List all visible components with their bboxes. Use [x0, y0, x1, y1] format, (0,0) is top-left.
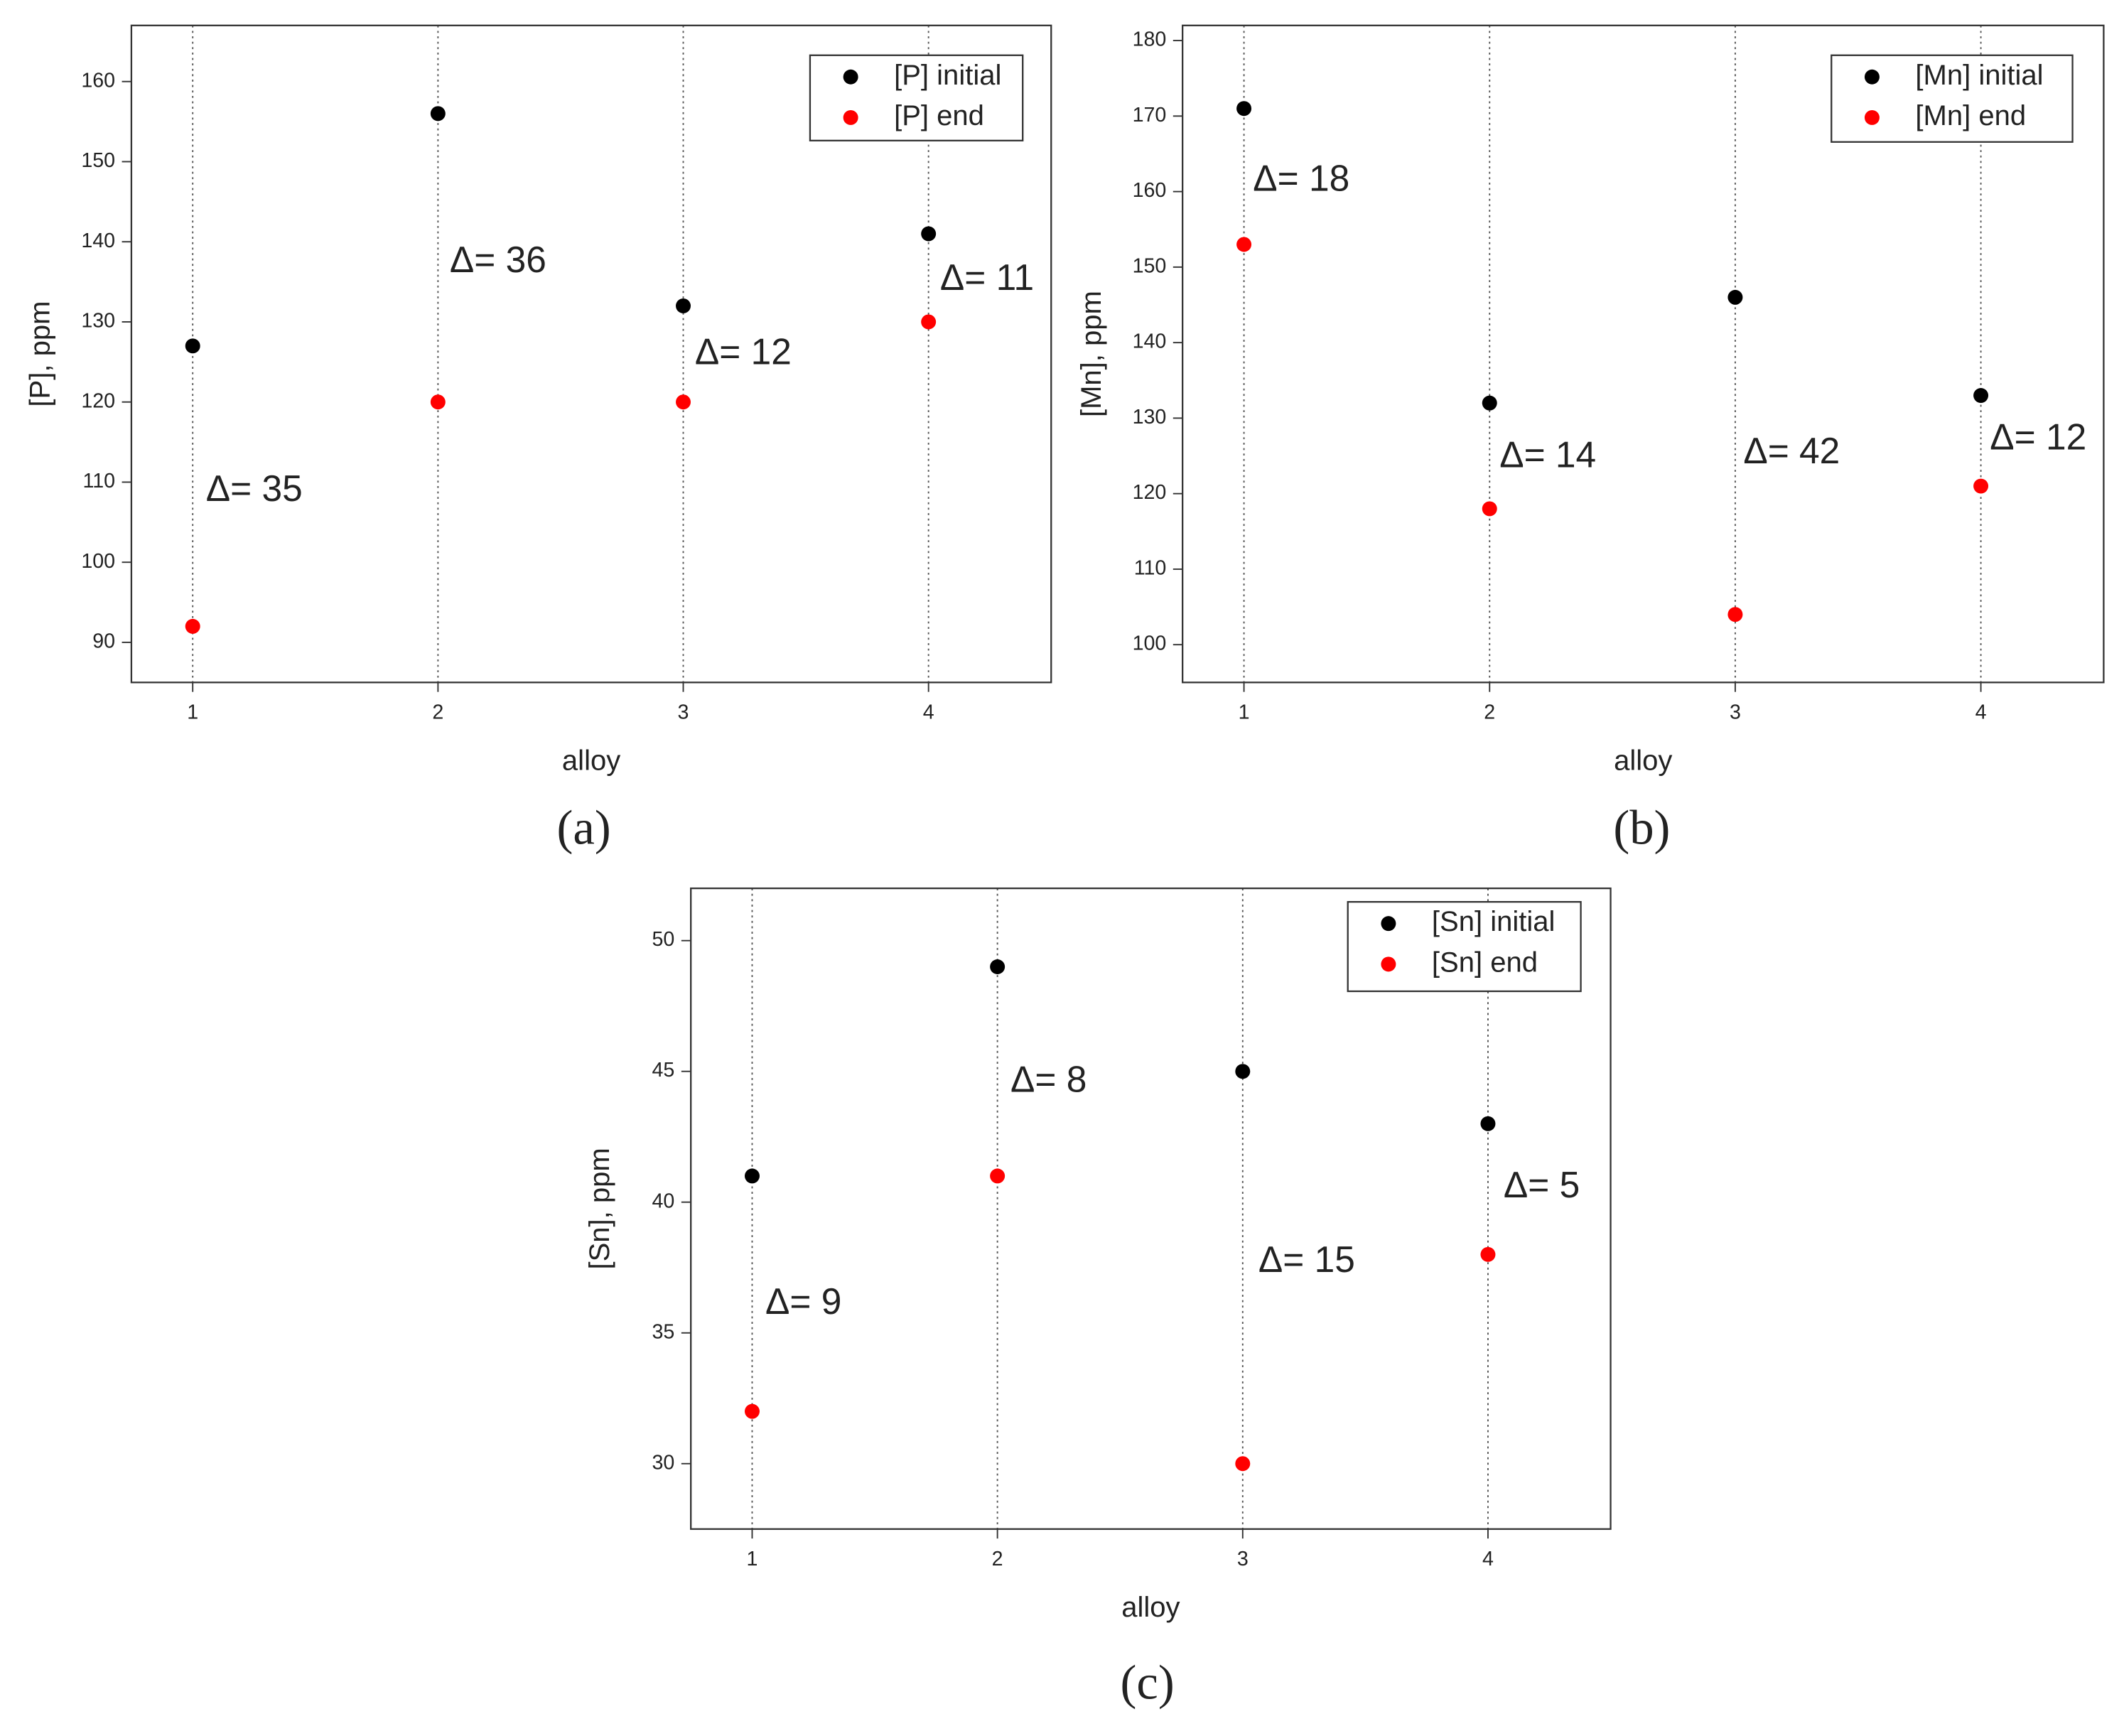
y-tick-label: 150: [81, 149, 115, 172]
point: [430, 394, 446, 410]
y-tick-label: 140: [1133, 330, 1167, 353]
point: [1727, 607, 1743, 622]
legend-marker: [1381, 916, 1396, 932]
y-tick-label: 130: [81, 310, 115, 333]
x-tick-label: 1: [1239, 701, 1250, 724]
legend-marker: [1864, 109, 1880, 125]
annotation: Δ= 12: [1990, 416, 2086, 458]
y-tick-label: 100: [1133, 632, 1167, 655]
x-tick-label: 4: [923, 701, 934, 724]
y-tick-label: 30: [652, 1451, 675, 1474]
y-tick-label: 160: [1133, 179, 1167, 202]
y-tick-label: 40: [652, 1190, 675, 1212]
x-axis-label: alloy: [1121, 1592, 1180, 1623]
x-tick-label: 3: [1730, 701, 1741, 724]
point: [430, 106, 446, 122]
point: [1480, 1246, 1496, 1262]
annotation: Δ= 42: [1743, 430, 1840, 471]
annotation: Δ= 36: [450, 239, 546, 280]
y-axis-label: [Mn], ppm: [1076, 291, 1107, 417]
legend-marker: [1381, 956, 1396, 972]
caption: (b): [1613, 801, 1670, 855]
point: [1236, 237, 1252, 252]
y-tick-label: 35: [652, 1320, 675, 1343]
x-tick-label: 4: [1975, 701, 1987, 724]
point: [921, 226, 937, 242]
legend-label: [P] initial: [894, 60, 1001, 91]
legend-box: [809, 54, 1024, 141]
plot-frame: [690, 887, 1612, 1530]
y-tick-label: 130: [1133, 406, 1167, 428]
y-tick-label: 140: [81, 230, 115, 252]
y-tick-label: 120: [81, 389, 115, 412]
point: [744, 1168, 760, 1184]
annotation: Δ= 14: [1499, 434, 1596, 475]
x-tick-label: 2: [1484, 701, 1495, 724]
plot-frame: [1182, 24, 2105, 684]
point: [1480, 1116, 1496, 1131]
point: [921, 314, 937, 330]
point: [1727, 289, 1743, 305]
point: [676, 298, 691, 313]
point: [185, 338, 200, 354]
y-tick-label: 180: [1133, 28, 1167, 51]
y-tick-label: 50: [652, 928, 675, 951]
y-tick-label: 100: [81, 550, 115, 573]
annotation: Δ= 35: [206, 468, 303, 509]
point: [744, 1403, 760, 1419]
annotation: Δ= 5: [1504, 1164, 1580, 1205]
point: [990, 959, 1006, 974]
y-tick-label: 160: [81, 69, 115, 92]
legend-label: [Mn] initial: [1915, 60, 2043, 91]
legend-label: [P] end: [894, 100, 984, 131]
x-tick-label: 1: [747, 1548, 758, 1570]
point: [1482, 501, 1497, 517]
legend-marker: [843, 109, 858, 125]
point: [1973, 388, 1989, 404]
legend-label: [Mn] end: [1915, 100, 2026, 131]
point: [1973, 478, 1989, 494]
caption: (a): [557, 801, 611, 855]
annotation: Δ= 11: [940, 257, 1034, 298]
point: [1235, 1456, 1251, 1472]
point: [1235, 1064, 1251, 1079]
x-axis-label: alloy: [1614, 745, 1672, 776]
x-tick-label: 2: [432, 701, 443, 724]
point: [185, 618, 200, 634]
y-axis-label: [Sn], ppm: [584, 1148, 615, 1269]
annotation: Δ= 15: [1258, 1239, 1355, 1280]
point: [676, 394, 691, 410]
x-axis-label: alloy: [562, 745, 620, 776]
point: [1236, 101, 1252, 117]
y-tick-label: 120: [1133, 481, 1167, 504]
legend-marker: [1864, 69, 1880, 85]
legend-label: [Sn] end: [1432, 947, 1538, 978]
annotation: Δ= 18: [1253, 158, 1349, 199]
y-tick-label: 90: [92, 630, 115, 653]
plot-frame: [130, 24, 1052, 684]
x-tick-label: 3: [678, 701, 689, 724]
y-tick-label: 45: [652, 1059, 675, 1082]
x-tick-label: 1: [187, 701, 198, 724]
point: [990, 1168, 1006, 1184]
legend-label: [Sn] initial: [1432, 906, 1556, 937]
annotation: Δ= 12: [695, 331, 792, 372]
x-tick-label: 4: [1482, 1548, 1494, 1570]
y-tick-label: 150: [1133, 254, 1167, 277]
point: [1482, 395, 1497, 411]
annotation: Δ= 9: [765, 1281, 841, 1322]
y-tick-label: 170: [1133, 104, 1167, 126]
caption: (c): [1121, 1656, 1175, 1710]
y-tick-label: 110: [1134, 556, 1167, 579]
y-axis-label: [P], ppm: [25, 301, 56, 407]
legend-marker: [843, 69, 858, 85]
y-tick-label: 110: [82, 470, 115, 492]
x-tick-label: 3: [1237, 1548, 1249, 1570]
annotation: Δ= 8: [1010, 1058, 1087, 1099]
x-tick-label: 2: [992, 1548, 1003, 1570]
